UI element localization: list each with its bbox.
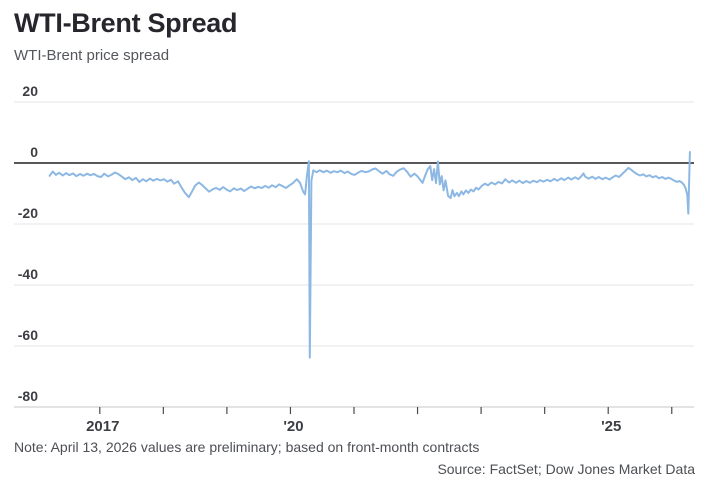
x-tick-label: 2017 — [86, 418, 119, 435]
series-line — [48, 151, 691, 359]
x-tick-label: '25 — [601, 418, 621, 435]
y-tick-label: -40 — [18, 266, 38, 282]
y-tick-label: -20 — [18, 205, 38, 221]
footnote: Note: April 13, 2026 values are prelimin… — [14, 439, 480, 455]
y-tick-label: -80 — [18, 388, 38, 404]
y-tick-label: -60 — [18, 327, 38, 343]
source-credit: Source: FactSet; Dow Jones Market Data — [437, 461, 695, 477]
chart-title: WTI-Brent Spread — [14, 8, 238, 38]
x-tick-label: '20 — [283, 418, 303, 435]
y-tick-label: 0 — [30, 144, 38, 160]
y-tick-label: 20 — [22, 83, 38, 99]
chart-subtitle: WTI-Brent price spread — [14, 47, 170, 64]
